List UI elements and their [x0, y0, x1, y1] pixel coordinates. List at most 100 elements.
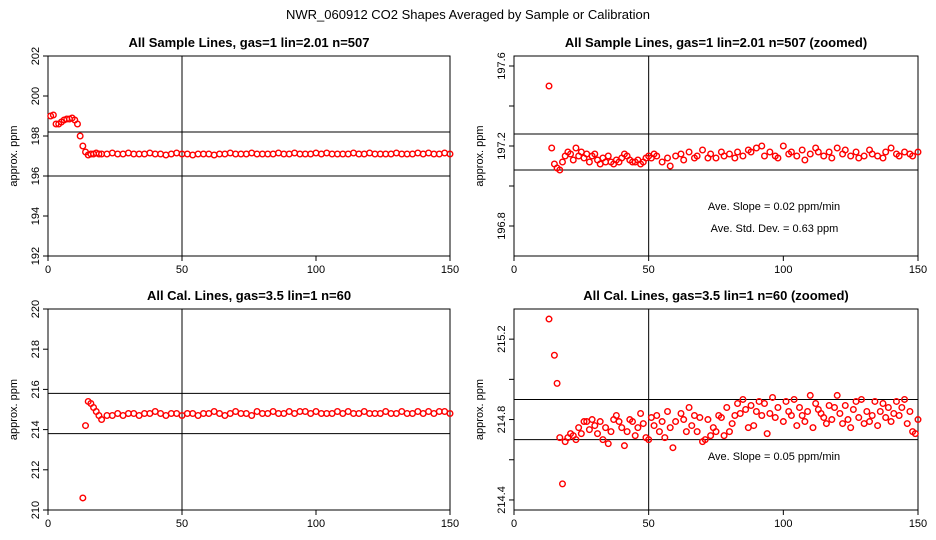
data-point [580, 418, 588, 426]
data-point [895, 412, 903, 420]
data-point [774, 403, 782, 411]
data-point [650, 422, 658, 430]
x-tick-label: 0 [45, 518, 51, 530]
y-tick-label: 194 [30, 207, 42, 225]
x-axis: 0 50 100 150 [511, 256, 927, 276]
x-tick-label: 0 [511, 264, 517, 276]
data-point [804, 408, 812, 416]
y-tick-label: 215.2 [496, 325, 508, 353]
y-tick-label: 218 [30, 340, 42, 358]
data-point [677, 150, 685, 158]
data-point [882, 414, 890, 422]
data-point [836, 410, 844, 418]
data-point [820, 152, 828, 160]
data-point [682, 428, 690, 436]
data-point [909, 152, 917, 160]
chart-panel-2: All Sample Lines, gas=1 lin=2.01 n=507 (… [474, 35, 927, 276]
panel-title: All Sample Lines, gas=1 lin=2.01 n=507 [129, 35, 370, 50]
data-point [739, 395, 747, 403]
data-point [758, 142, 766, 150]
x-axis: 0 50 100 150 [45, 510, 459, 530]
data-point [98, 416, 106, 424]
data-point [795, 403, 803, 411]
data-point [771, 414, 779, 422]
data-point [855, 414, 863, 422]
data-point [725, 428, 733, 436]
data-point [556, 434, 564, 442]
data-point [317, 150, 325, 158]
data-point [419, 150, 427, 158]
x-tick-label: 100 [307, 264, 325, 276]
data-point [588, 416, 596, 424]
data-point [591, 422, 599, 430]
data-point [844, 416, 852, 424]
x-tick-label: 150 [909, 264, 927, 276]
y-tick-label: 220 [30, 300, 42, 318]
data-point [801, 418, 809, 426]
y-tick-label: 216 [30, 380, 42, 398]
data-point [712, 428, 720, 436]
data-point [688, 422, 696, 430]
data-point [664, 154, 672, 162]
plot-frame [47, 55, 451, 257]
y-tick-label: 197.6 [496, 52, 508, 80]
data-point [425, 149, 433, 157]
x-tick-label: 50 [643, 518, 655, 530]
data-point [350, 149, 358, 157]
y-axis-label: approx. ppm [474, 125, 486, 186]
y-axis-label: approx. ppm [8, 125, 20, 186]
data-point [637, 410, 645, 418]
x-tick-label: 100 [307, 518, 325, 530]
data-point [707, 432, 715, 440]
data-point [866, 418, 874, 426]
panel-title: All Sample Lines, gas=1 lin=2.01 n=507 (… [565, 35, 867, 50]
x-tick-label: 50 [176, 264, 188, 276]
data-point [550, 351, 558, 359]
x-tick-label: 150 [441, 264, 459, 276]
data-point [884, 403, 892, 411]
panels-container: All Sample Lines, gas=1 lin=2.01 n=507 0 5… [8, 35, 927, 530]
data-point [604, 152, 612, 160]
plot-frame [513, 55, 919, 257]
panel-title: All Cal. Lines, gas=3.5 lin=1 n=60 [147, 288, 351, 303]
data-point [173, 149, 181, 157]
data-point [558, 158, 566, 166]
data-point [758, 412, 766, 420]
x-tick-label: 0 [511, 518, 517, 530]
data-point [76, 132, 84, 140]
data-point [666, 162, 674, 170]
data-point [841, 401, 849, 409]
chart-panel-3: All Cal. Lines, gas=3.5 lin=1 n=60 0 50 100… [8, 288, 459, 530]
data-point [655, 428, 663, 436]
data-point [903, 420, 911, 428]
data-points [79, 397, 454, 502]
data-point [914, 148, 922, 156]
data-point [366, 149, 374, 157]
y-tick-label: 200 [30, 87, 42, 105]
data-point [828, 416, 836, 424]
data-point [814, 148, 822, 156]
y-tick-label: 192 [30, 247, 42, 265]
data-point [892, 397, 900, 405]
y-axis-label: approx. ppm [474, 379, 486, 440]
plot-frame [513, 308, 919, 511]
data-point [849, 406, 857, 414]
y-axis-label: approx. ppm [8, 379, 20, 440]
y-tick-label: 198 [30, 127, 42, 145]
data-point [717, 414, 725, 422]
data-point [572, 436, 580, 444]
data-point [623, 428, 631, 436]
data-point [658, 418, 666, 426]
data-point [841, 146, 849, 154]
annotation-text: Ave. Slope = 0.02 ppm/min [708, 201, 840, 213]
y-tick-label: 214 [30, 420, 42, 438]
data-point [879, 399, 887, 407]
data-point [801, 156, 809, 164]
data-point [863, 408, 871, 416]
data-point [639, 420, 647, 428]
chart-panel-4: All Cal. Lines, gas=3.5 lin=1 n=60 (zoom… [474, 288, 927, 530]
y-axis: 214.4 214.8 215.2 [496, 325, 514, 514]
data-point [79, 494, 87, 502]
data-point [906, 408, 914, 416]
y-tick-label: 210 [30, 501, 42, 519]
